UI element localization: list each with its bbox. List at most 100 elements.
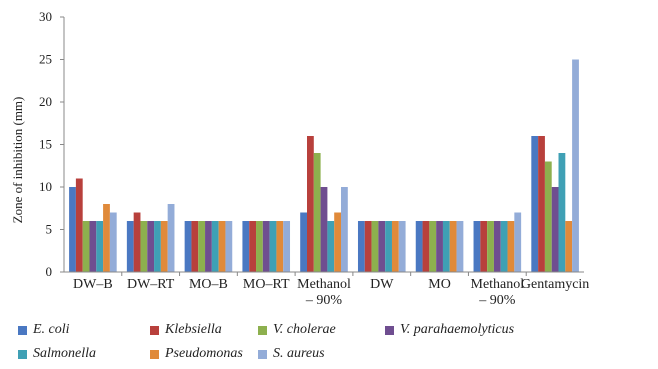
- bar: [544, 161, 552, 272]
- y-tick-label: 25: [39, 52, 52, 67]
- bar: [276, 221, 284, 272]
- bar: [103, 204, 110, 272]
- legend-item: Pseudomonas: [150, 346, 243, 362]
- bar: [514, 212, 522, 272]
- bar: [218, 221, 226, 272]
- bar: [82, 221, 90, 272]
- bar: [357, 221, 365, 272]
- bar: [96, 221, 104, 272]
- bar: [429, 221, 437, 272]
- bar: [191, 221, 199, 272]
- bar: [140, 221, 148, 272]
- bar: [225, 221, 233, 272]
- legend-label: V. cholerae: [273, 322, 336, 337]
- bar: [364, 221, 372, 272]
- x-tick-label: DW: [370, 277, 394, 292]
- bar: [436, 221, 443, 272]
- x-tick-label: DW–B: [73, 277, 113, 292]
- x-tick-label: DW–RT: [127, 277, 175, 292]
- legend-label: V. parahaemolyticus: [400, 322, 515, 337]
- bar: [480, 221, 488, 272]
- bar: [507, 221, 515, 272]
- x-tick-label: MO–RT: [243, 277, 290, 292]
- bar: [307, 136, 314, 272]
- x-tick-label: MO: [428, 277, 451, 292]
- bar: [205, 221, 212, 272]
- bar: [572, 59, 579, 272]
- bar: [147, 221, 155, 272]
- legend-swatch: [258, 349, 267, 359]
- legend-label: Pseudomonas: [165, 346, 243, 361]
- y-tick-label: 20: [39, 94, 52, 109]
- bar: [256, 221, 263, 272]
- bar: [422, 221, 430, 272]
- y-tick-label: 15: [39, 137, 52, 152]
- x-tick-label: Methanol: [297, 277, 351, 292]
- bar: [531, 136, 539, 272]
- bar: [313, 153, 321, 272]
- bar: [184, 221, 192, 272]
- bar: [75, 178, 83, 272]
- y-tick-label: 5: [46, 222, 53, 237]
- x-tick-label: Gentamycin: [521, 277, 589, 292]
- bar: [385, 221, 392, 272]
- bar: [198, 221, 206, 272]
- bar: [565, 221, 573, 272]
- legend-swatch: [18, 325, 27, 335]
- bar: [473, 221, 481, 272]
- bar: [378, 221, 386, 272]
- x-tick-label: Methanol: [471, 277, 525, 292]
- bar: [133, 212, 141, 272]
- legend-swatch: [18, 349, 27, 359]
- bar: [242, 221, 250, 272]
- legend-item: Salmonella: [18, 346, 96, 362]
- x-axis-labels: DW–B DW–RT MO–B MO–RT Methanol– 90%DW MO Metha…: [73, 272, 589, 308]
- legend-item: E. coli: [18, 322, 70, 338]
- y-axis: 0 5 10 15 20 25 30: [39, 9, 64, 279]
- bar: [109, 212, 117, 272]
- bar: [269, 221, 277, 272]
- bar: [341, 187, 348, 272]
- bar: [487, 221, 494, 272]
- x-tick-label: – 90%: [478, 293, 516, 308]
- bar: [415, 221, 423, 272]
- bar: [262, 221, 270, 272]
- legend-swatch: [258, 325, 267, 335]
- legend-swatch: [150, 349, 159, 359]
- legend-item: V. parahaemolyticus: [385, 322, 514, 338]
- legend-label: E. coli: [33, 322, 70, 337]
- bar: [211, 221, 219, 272]
- legend-swatch: [150, 325, 159, 335]
- bar: [449, 221, 457, 272]
- bar: [126, 221, 134, 272]
- bar: [398, 221, 406, 272]
- legend-item: V. cholerae: [258, 322, 336, 338]
- legend-item: S. aureus: [258, 346, 325, 362]
- bar: [249, 221, 257, 272]
- bar: [500, 221, 508, 272]
- x-tick-label: – 90%: [305, 293, 343, 308]
- bar: [442, 221, 450, 272]
- bar: [493, 221, 501, 272]
- bars-group: [69, 59, 579, 272]
- x-tick-label: MO–B: [189, 277, 228, 292]
- y-tick-label: 0: [46, 264, 53, 279]
- bar: [167, 204, 175, 272]
- y-axis-label: Zone of inhibition (mm): [10, 97, 25, 224]
- bar: [69, 187, 76, 272]
- legend-label: Salmonella: [33, 346, 96, 361]
- bar: [334, 212, 341, 272]
- bar: [320, 187, 328, 272]
- bar: [160, 221, 168, 272]
- y-tick-label: 30: [39, 9, 52, 24]
- legend-swatch: [385, 325, 394, 335]
- bar: [89, 221, 97, 272]
- bar: [538, 136, 545, 272]
- bar: [300, 212, 307, 272]
- bar: [283, 221, 291, 272]
- legend-item: Klebsiella: [150, 322, 222, 338]
- legend: E. coli Klebsiella V. cholerae V. parahaemo…: [0, 316, 658, 369]
- bar: [371, 221, 379, 272]
- bar: [327, 221, 335, 272]
